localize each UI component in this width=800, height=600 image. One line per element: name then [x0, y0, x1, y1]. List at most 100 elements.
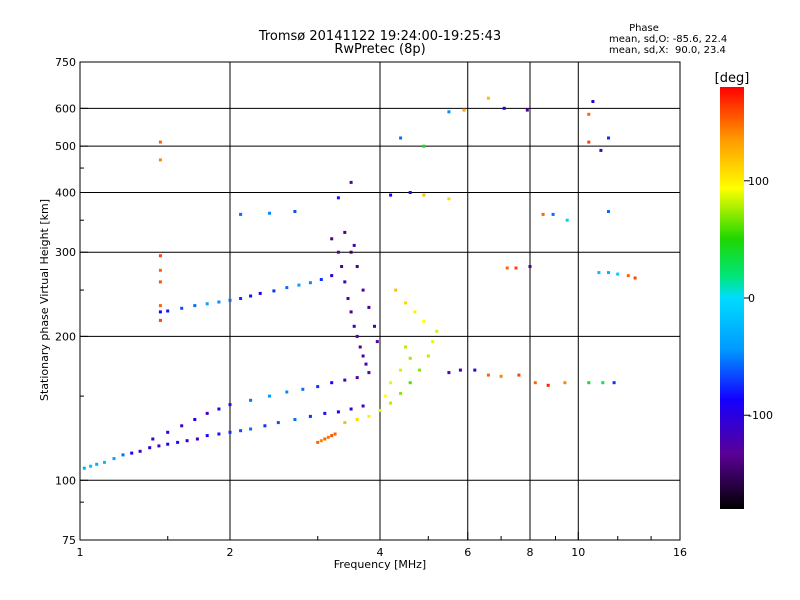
data-point — [228, 298, 232, 302]
data-point — [422, 144, 426, 148]
data-point — [349, 407, 353, 411]
data-point — [103, 460, 106, 464]
x-tick-label: 2 — [227, 546, 234, 559]
data-point — [95, 462, 99, 466]
data-point — [349, 180, 353, 184]
x-tick-label: 4 — [377, 546, 384, 559]
data-point — [514, 266, 518, 270]
data-point — [486, 373, 490, 377]
data-point — [258, 291, 262, 295]
data-point — [352, 243, 356, 247]
data-point — [383, 394, 387, 398]
data-point — [148, 446, 152, 450]
data-point — [599, 148, 603, 152]
y-tick-label: 750 — [55, 56, 76, 69]
y-tick-label: 75 — [62, 534, 76, 547]
data-point — [228, 403, 232, 407]
data-point — [205, 434, 209, 438]
data-point — [157, 444, 161, 448]
data-point — [418, 368, 421, 372]
data-point — [607, 271, 610, 275]
x-tick-label: 10 — [571, 546, 585, 559]
data-point — [336, 410, 340, 414]
y-tick-label: 600 — [55, 102, 76, 115]
data-point — [323, 411, 327, 415]
data-point — [121, 453, 125, 457]
data-point — [176, 440, 180, 444]
colorbar: [deg] — [715, 71, 749, 509]
data-point — [228, 430, 232, 434]
data-point — [263, 424, 267, 428]
data-point — [546, 383, 550, 387]
data-point — [389, 401, 393, 405]
data-point — [626, 274, 630, 278]
colorbar-gradient — [720, 87, 744, 509]
data-point — [166, 309, 170, 313]
data-point — [319, 278, 323, 281]
data-point — [249, 398, 253, 402]
data-point — [587, 140, 591, 144]
data-point — [399, 368, 403, 372]
grid — [80, 62, 680, 540]
data-point — [268, 394, 271, 398]
data-point — [130, 451, 134, 455]
data-point — [486, 96, 490, 100]
data-point — [217, 432, 221, 436]
data-point — [367, 305, 371, 309]
data-point — [346, 297, 350, 300]
data-point — [355, 376, 359, 380]
data-point — [301, 387, 305, 391]
data-point — [272, 289, 276, 293]
x-tick-label: 1 — [77, 546, 84, 559]
data-point — [158, 140, 162, 144]
data-point — [361, 354, 365, 358]
data-point — [462, 108, 466, 112]
data-point — [323, 437, 327, 441]
data-point — [326, 435, 330, 439]
data-point — [404, 345, 407, 349]
data-point — [541, 212, 545, 216]
data-point — [517, 373, 521, 377]
chart-subtitle: RwPretec (8p) — [334, 42, 425, 57]
data-point — [367, 414, 371, 418]
data-point — [330, 237, 334, 241]
data-point — [343, 230, 347, 234]
data-point — [343, 378, 347, 382]
data-point — [404, 301, 407, 305]
data-point — [297, 283, 301, 287]
data-point — [378, 408, 382, 412]
data-point — [336, 196, 340, 200]
data-point — [533, 381, 537, 385]
data-point — [525, 108, 529, 112]
data-point — [180, 424, 184, 428]
data-point — [422, 319, 426, 323]
phase-heading: Phase — [629, 23, 659, 34]
data-point — [276, 421, 280, 425]
y-axis-label: Stationary phase Virtual Height [km] — [38, 199, 51, 401]
y-tick-label: 300 — [55, 246, 76, 259]
data-point — [422, 193, 426, 197]
data-point — [505, 266, 509, 270]
data-point — [364, 362, 368, 366]
data-point — [426, 354, 430, 358]
y-tick-label: 500 — [55, 140, 76, 153]
data-point — [607, 210, 610, 213]
phase-line-o: mean, sd,O: -85.6, 22.4 — [609, 34, 727, 45]
data-point — [355, 265, 359, 268]
data-point — [373, 324, 376, 328]
data-point — [408, 191, 412, 194]
data-point — [633, 276, 637, 280]
data-point — [413, 310, 417, 314]
data-point — [616, 272, 620, 276]
data-point — [389, 193, 393, 197]
data-point — [333, 432, 337, 436]
data-point — [239, 297, 243, 300]
data-point — [447, 110, 451, 114]
data-point — [319, 439, 323, 443]
y-tick-label: 200 — [55, 330, 76, 343]
plot-frame — [79, 61, 681, 541]
data-point — [361, 288, 365, 292]
data-point — [205, 411, 209, 415]
data-point — [394, 288, 398, 292]
